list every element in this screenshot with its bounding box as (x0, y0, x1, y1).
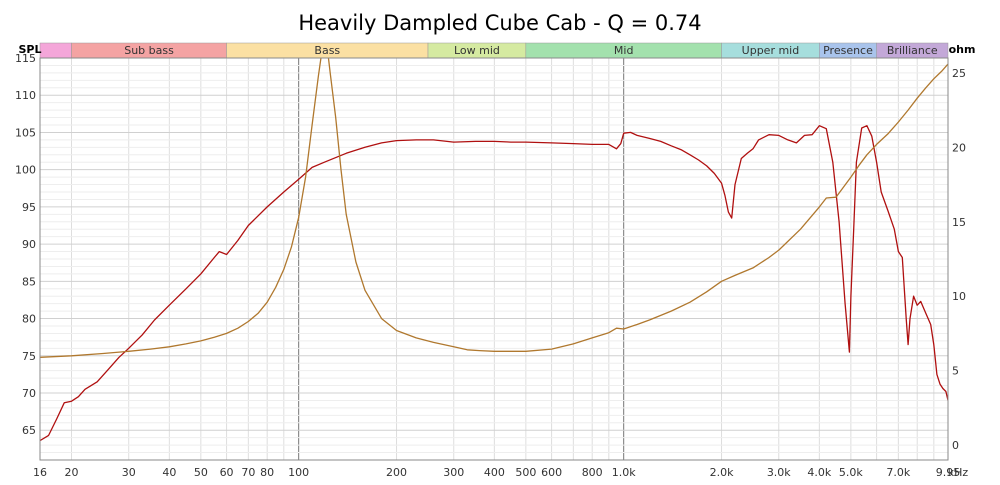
x-tick-label-12: 500 (515, 466, 536, 479)
x-tick-label-8: 100 (288, 466, 309, 479)
x-unit-label: kHz (948, 466, 969, 479)
band-label-3: Low mid (454, 44, 500, 57)
y-left-tick-label-1: 70 (22, 387, 36, 400)
x-tick-label-7: 80 (260, 466, 274, 479)
band-label-7: Brilliance (887, 44, 938, 57)
y-left-tick-label-7: 100 (15, 164, 36, 177)
band-label-2: Bass (314, 44, 340, 57)
y-left-tick-label-3: 80 (22, 313, 36, 326)
x-tick-label-4: 50 (194, 466, 208, 479)
x-tick-label-0: 16 (33, 466, 47, 479)
band-label-1: Sub bass (124, 44, 174, 57)
axis-ticks: 16 20 30 40 50 60 70 80 100 200 300 400 500 600 800 1.0… (15, 52, 966, 479)
band-0 (39, 42, 72, 59)
x-tick-label-17: 3.0k (767, 466, 791, 479)
y-left-tick-label-2: 75 (22, 350, 36, 363)
x-tick-label-5: 60 (220, 466, 234, 479)
data-lines (40, 58, 948, 442)
x-tick-label-13: 600 (541, 466, 562, 479)
y-left-tick-label-5: 90 (22, 238, 36, 251)
x-tick-label-18: 4.0k (807, 466, 831, 479)
y-left-tick-label-6: 95 (22, 201, 36, 214)
y-right-axis-label: ohm (949, 43, 976, 56)
band-label-5: Upper mid (742, 44, 800, 57)
y-right-tick-label-0: 0 (952, 439, 959, 452)
y-left-axis-label: SPL (19, 43, 42, 56)
x-tick-label-14: 800 (582, 466, 603, 479)
x-tick-label-3: 40 (162, 466, 176, 479)
y-right-tick-label-5: 25 (952, 67, 966, 80)
x-tick-label-10: 300 (443, 466, 464, 479)
x-tick-label-9: 200 (386, 466, 407, 479)
y-left-tick-label-0: 65 (22, 424, 36, 437)
x-tick-label-11: 400 (484, 466, 505, 479)
x-tick-label-19: 5.0k (839, 466, 863, 479)
y-right-tick-label-1: 5 (952, 365, 959, 378)
chart-title: Heavily Dampled Cube Cab - Q = 0.74 (298, 11, 701, 35)
x-tick-label-20: 7.0k (886, 466, 910, 479)
band-label-6: Presence (823, 44, 873, 57)
frequency-bands: Sub bass Bass Low mid Mid Upper mid Presence B… (39, 42, 949, 59)
x-tick-label-16: 2.0k (710, 466, 734, 479)
x-tick-label-21: 9.95 (936, 466, 961, 479)
x-tick-label-15: 1.0k (612, 466, 636, 479)
impedance-line (40, 58, 948, 358)
x-tick-label-6: 70 (241, 466, 255, 479)
y-left-tick-label-8: 105 (15, 126, 36, 139)
x-tick-label-2: 30 (122, 466, 136, 479)
y-right-tick-label-2: 10 (952, 290, 966, 303)
spl-line (40, 125, 948, 442)
x-tick-label-1: 20 (64, 466, 78, 479)
y-right-tick-label-4: 20 (952, 141, 966, 154)
y-left-tick-label-10: 115 (15, 52, 36, 65)
plot-frame (39, 57, 949, 461)
y-right-tick-label-3: 15 (952, 216, 966, 229)
y-left-tick-label-9: 110 (15, 89, 36, 102)
y-left-tick-label-4: 85 (22, 275, 36, 288)
band-label-4: Mid (614, 44, 634, 57)
